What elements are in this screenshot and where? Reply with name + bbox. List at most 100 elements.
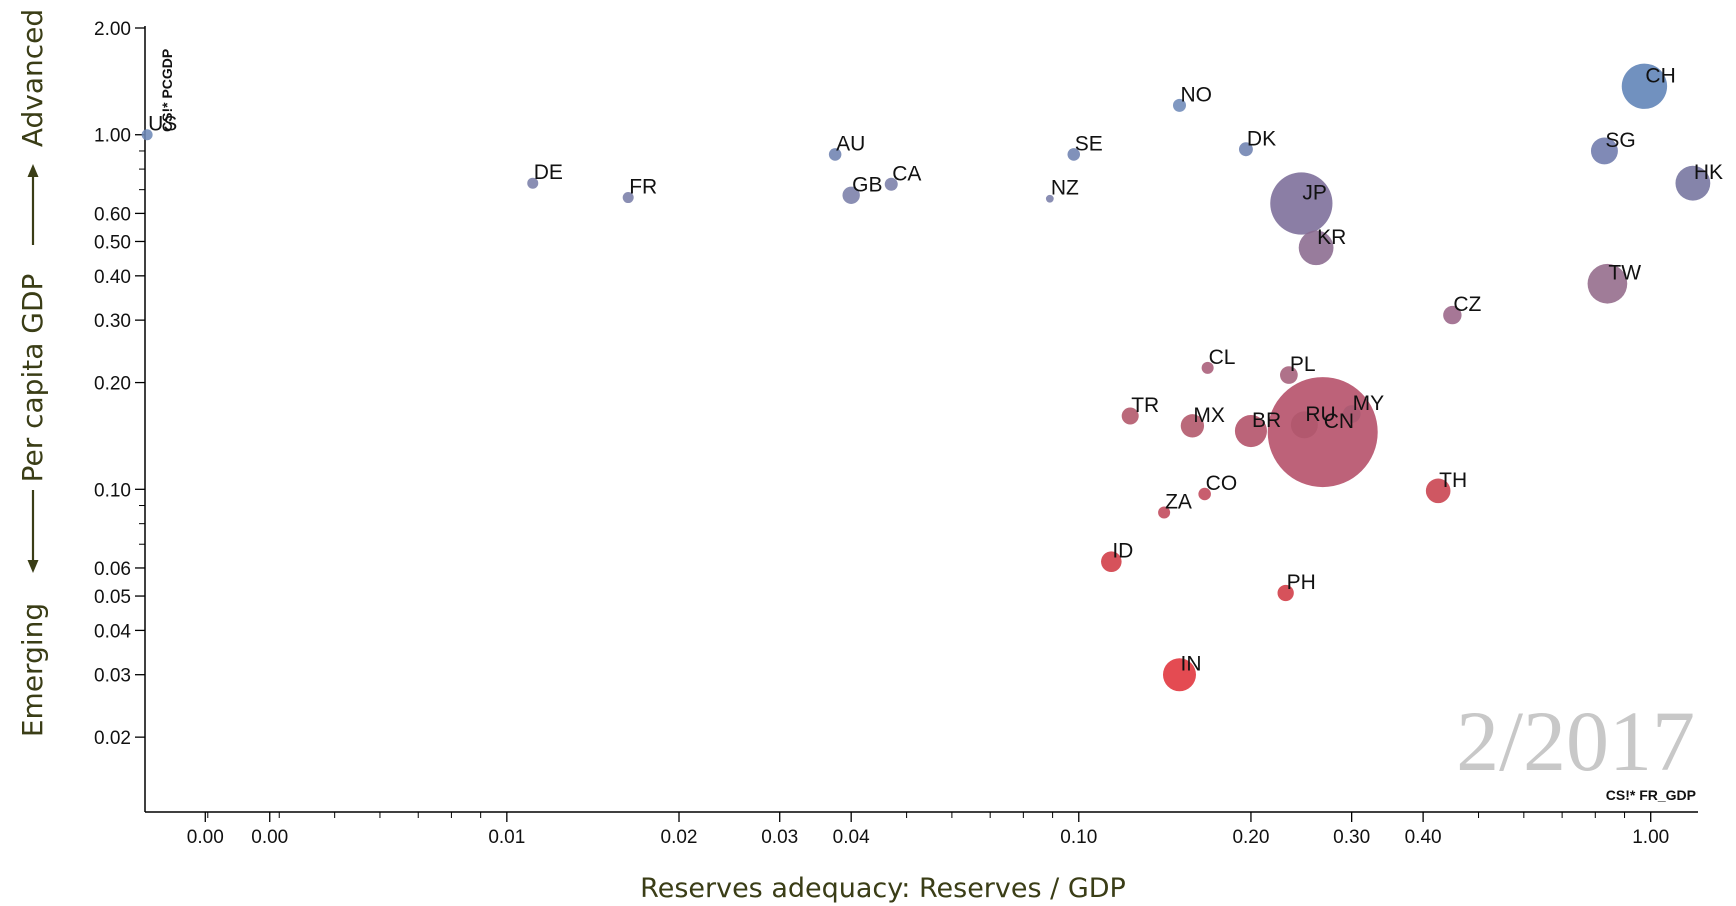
- bubble-th[interactable]: [1425, 478, 1451, 504]
- bubble-pl[interactable]: [1280, 366, 1298, 384]
- bubble-label-tr: TR: [1131, 394, 1159, 417]
- bubble-label-cz: CZ: [1453, 293, 1481, 316]
- bubble-label-ca: CA: [892, 162, 921, 185]
- y-axis-emerging-label: Emerging: [16, 603, 49, 737]
- bubble-us[interactable]: [141, 129, 153, 141]
- bubble-fr[interactable]: [622, 192, 634, 204]
- x-axis-code-label: CS!* FR_GDP: [1606, 787, 1696, 803]
- x-tick-label: 0.03: [761, 827, 798, 848]
- bubble-tr[interactable]: [1121, 407, 1139, 425]
- bubble-label-th: TH: [1439, 469, 1467, 492]
- bubble-co[interactable]: [1198, 487, 1211, 501]
- y-tick-label: 0.04: [94, 621, 131, 642]
- bubble-cn[interactable]: [1267, 377, 1378, 488]
- bubble-label-ru: RU: [1305, 403, 1335, 426]
- bubble-nz[interactable]: [1045, 194, 1054, 203]
- y-tick-label: 0.20: [94, 374, 131, 395]
- bubble-se[interactable]: [1067, 148, 1081, 161]
- bubble-de[interactable]: [527, 177, 539, 189]
- bubble-label-id: ID: [1112, 540, 1133, 563]
- bubble-label-za: ZA: [1165, 491, 1192, 514]
- y-axis-code-label: CS!* PCGDP: [159, 49, 175, 132]
- bubble-ru[interactable]: [1290, 411, 1318, 439]
- y-tick-label: 0.60: [94, 204, 131, 225]
- bubble-tw[interactable]: [1587, 263, 1628, 304]
- y-axis: 0.02 0.03 0.04 0.05 0.06 0.10 0.20 0.30 0.40 0.50…: [94, 19, 146, 812]
- bubble-label-mx: MX: [1193, 404, 1225, 427]
- x-tick-label: 0.40: [1405, 827, 1442, 848]
- y-axis-title: Per capita GDP: [16, 274, 49, 483]
- period-watermark: 2/2017: [1456, 693, 1695, 789]
- y-tick-label: 0.03: [94, 666, 131, 687]
- bubble-hk[interactable]: [1675, 165, 1711, 201]
- bubble-my[interactable]: [1342, 405, 1361, 423]
- bubble-label-de: DE: [534, 161, 563, 184]
- bubble-label-sg: SG: [1605, 129, 1635, 152]
- y-tick-label: 0.05: [94, 587, 131, 608]
- bubble-label-in: IN: [1180, 653, 1201, 676]
- x-tick-label: 0.20: [1232, 827, 1269, 848]
- y-tick-label: 0.02: [94, 728, 131, 749]
- bubble-label-ch: CH: [1645, 64, 1675, 87]
- bubble-label-fr: FR: [629, 176, 657, 199]
- bubble-cl[interactable]: [1201, 361, 1214, 374]
- x-tick-label: 0.00: [251, 827, 288, 848]
- advanced-arrow: [27, 164, 39, 245]
- y-tick-label: 1.00: [94, 126, 131, 147]
- y-tick-label: 0.40: [94, 267, 131, 288]
- x-tick-label: 0.01: [488, 827, 525, 848]
- bubble-label-cn: CN: [1324, 410, 1354, 433]
- bubble-label-no: NO: [1180, 83, 1212, 106]
- bubble-cz[interactable]: [1443, 305, 1462, 325]
- x-tick-label: 0.02: [661, 827, 698, 848]
- bubble-label-kr: KR: [1317, 226, 1346, 249]
- bubble-layer: [141, 63, 1711, 692]
- bubble-sg[interactable]: [1590, 137, 1618, 165]
- bubble-no[interactable]: [1172, 98, 1186, 112]
- bubble-label-my: MY: [1353, 392, 1385, 415]
- bubble-label-nz: NZ: [1051, 177, 1079, 200]
- emerging-arrow: [27, 490, 39, 573]
- bubble-kr[interactable]: [1298, 230, 1334, 266]
- bubble-label-dk: DK: [1247, 127, 1276, 150]
- bubble-label-au: AU: [836, 132, 865, 155]
- x-tick-label: 0.04: [833, 827, 870, 848]
- bubble-label-pl: PL: [1290, 353, 1316, 376]
- bubble-za[interactable]: [1158, 506, 1171, 519]
- bubble-ph[interactable]: [1277, 584, 1294, 602]
- bubble-label-se: SE: [1075, 132, 1103, 155]
- bubble-mx[interactable]: [1180, 414, 1205, 438]
- bubble-in[interactable]: [1162, 658, 1196, 692]
- y-tick-label: 2.00: [94, 19, 131, 40]
- bubble-ca[interactable]: [884, 177, 898, 191]
- x-tick-label: 0.10: [1060, 827, 1097, 848]
- y-tick-label: 0.10: [94, 480, 131, 501]
- bubble-label-ph: PH: [1287, 571, 1316, 594]
- bubble-ch[interactable]: [1621, 63, 1668, 109]
- bubble-label-co: CO: [1206, 472, 1238, 495]
- x-tick-label: 1.00: [1632, 827, 1669, 848]
- bubble-label-jp: JP: [1302, 181, 1327, 204]
- bubble-label-us: US: [148, 113, 177, 136]
- bubble-dk[interactable]: [1238, 142, 1253, 157]
- bubble-label-gb: GB: [852, 173, 882, 196]
- x-axis-title: Reserves adequacy: Reserves / GDP: [640, 873, 1126, 904]
- x-tick-label: 0.30: [1333, 827, 1370, 848]
- y-tick-label: 0.30: [94, 311, 131, 332]
- bubble-label-tw: TW: [1608, 262, 1641, 285]
- bubble-label-br: BR: [1252, 409, 1281, 432]
- x-tick-label: 0.00: [187, 827, 224, 848]
- bubble-au[interactable]: [828, 148, 842, 161]
- bubble-jp[interactable]: [1270, 172, 1333, 235]
- bubble-label-cl: CL: [1209, 346, 1236, 369]
- bubble-gb[interactable]: [842, 186, 860, 204]
- y-axis-advanced-label: Advanced: [16, 9, 49, 147]
- bubble-label-hk: HK: [1694, 161, 1723, 184]
- bubble-label-layer: US DE FR AU GB CA SE NZ NO DK CH SG HK JP KR TW CZ CL PL MY…: [148, 64, 1723, 675]
- bubble-id[interactable]: [1101, 551, 1122, 572]
- y-tick-label: 0.50: [94, 232, 131, 253]
- y-tick-label: 0.06: [94, 559, 131, 580]
- bubble-br[interactable]: [1234, 414, 1267, 448]
- x-axis: 0.00 0.00 0.01 0.02 0.03 0.04 0.10 0.20 0.30 0.40…: [145, 811, 1698, 848]
